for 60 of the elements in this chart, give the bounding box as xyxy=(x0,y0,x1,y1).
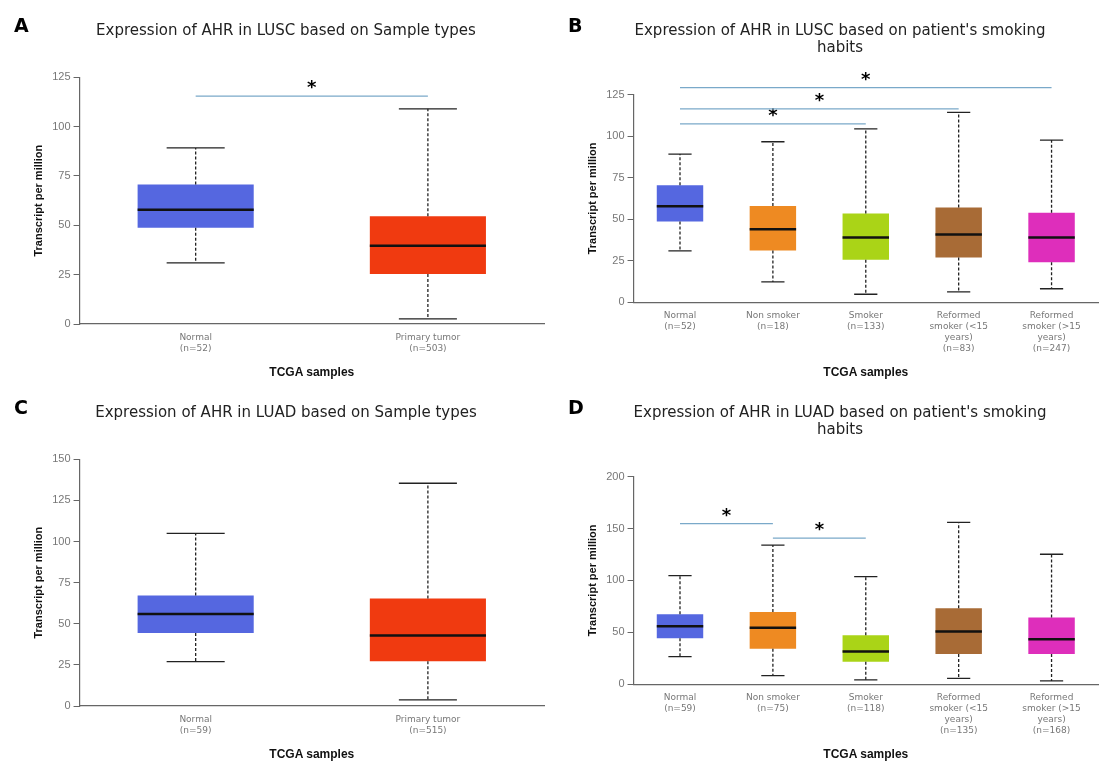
text: C xyxy=(14,396,28,419)
x-tick-label: Non smoker (n=75) xyxy=(745,692,801,713)
y-tick-label: 50 xyxy=(612,625,625,638)
x-tick-label: Non smoker (n=18) xyxy=(745,310,801,331)
y-axis-title: Transcript per million xyxy=(31,526,44,639)
y-tick-label: 25 xyxy=(58,267,71,280)
annotation: * xyxy=(768,103,779,125)
x-tick-label: Smoker (n=118) xyxy=(847,692,885,713)
x-tick-label: Smoker (n=133) xyxy=(847,310,885,331)
y-tick-label: 0 xyxy=(64,699,71,712)
x-tick-label: Primary tumor (n=503) xyxy=(395,331,461,353)
chart-title: Expression of AHR in LUSC based on Sample types xyxy=(96,20,477,39)
annotation: * xyxy=(814,88,825,110)
y-tick-label: 125 xyxy=(52,70,71,83)
y-tick-label: 50 xyxy=(612,212,625,225)
text: A xyxy=(14,14,29,37)
y-tick-label: 150 xyxy=(606,521,625,534)
y-tick-label: 100 xyxy=(52,534,71,547)
x-tick-label: Normal (n=52) xyxy=(179,331,212,353)
y-tick-label: 25 xyxy=(612,253,625,266)
y-tick-label: 100 xyxy=(606,573,625,586)
chart-title: Expression of AHR in LUAD based on patient's smoking habits xyxy=(633,402,1047,438)
text: * xyxy=(861,67,872,89)
chart-title: Expression of AHR in LUAD based on Sample types xyxy=(95,402,477,421)
y-tick-label: 200 xyxy=(606,469,625,482)
x-tick-label: Reformed smoker (<15 years) (n=135) xyxy=(929,692,988,735)
x-axis-title: TCGA samples xyxy=(269,365,355,380)
x-axis-title: TCGA samples xyxy=(269,747,355,762)
y-tick-label: 125 xyxy=(606,87,625,100)
y-tick-label: 25 xyxy=(58,657,71,670)
x-tick-label: Reformed smoker (>15 years) (n=168) xyxy=(1022,692,1081,735)
y-tick-label: 75 xyxy=(612,170,625,183)
y-tick-label: 100 xyxy=(606,129,625,142)
y-tick-label: 75 xyxy=(58,168,71,181)
y-tick-label: 0 xyxy=(618,295,625,308)
x-axis-title: TCGA samples xyxy=(823,747,909,762)
y-tick-label: 125 xyxy=(52,493,71,506)
y-tick-label: 100 xyxy=(52,119,71,132)
annotation: * xyxy=(814,518,825,540)
y-tick-label: 50 xyxy=(58,218,71,231)
y-axis-title: Transcript per million xyxy=(585,524,598,637)
y-tick-label: 0 xyxy=(618,677,625,690)
x-tick-label: Normal (n=59) xyxy=(663,692,697,713)
y-axis-title: Transcript per million xyxy=(31,144,44,257)
x-tick-label: Normal (n=52) xyxy=(663,310,697,331)
x-axis-title: TCGA samples xyxy=(823,365,909,380)
y-tick-label: 75 xyxy=(58,575,71,588)
y-tick-label: 150 xyxy=(52,452,71,465)
y-tick-label: 50 xyxy=(58,616,71,629)
annotation: * xyxy=(307,76,318,98)
y-tick-label: 0 xyxy=(64,317,71,330)
text: D xyxy=(568,396,584,419)
text: B xyxy=(568,14,583,37)
y-axis-title: Transcript per million xyxy=(585,142,598,255)
x-tick-label: Reformed smoker (<15 years) (n=83) xyxy=(929,310,988,353)
x-tick-label: Reformed smoker (>15 years) (n=247) xyxy=(1022,310,1081,353)
chart-title: Expression of AHR in LUSC based on patient's smoking habits xyxy=(634,20,1046,56)
x-tick-label: Primary tumor (n=515) xyxy=(395,713,461,735)
annotation: * xyxy=(721,503,732,525)
x-tick-label: Normal (n=59) xyxy=(179,713,212,735)
